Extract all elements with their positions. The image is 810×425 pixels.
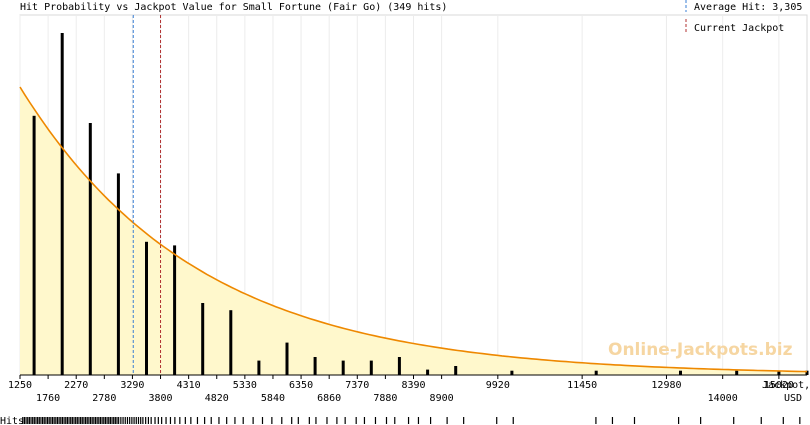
- bar-0: [32, 115, 36, 376]
- x-ticks: [19, 375, 780, 379]
- x-tick-label-row2-4: 5840: [261, 393, 285, 404]
- x-tick-label-row1-10: 12980: [651, 380, 681, 391]
- bar-20: [777, 370, 781, 375]
- bar-4: [145, 241, 148, 375]
- bar-14: [426, 369, 430, 375]
- x-tick-label-row1-4: 5330: [233, 380, 257, 391]
- x-tick-label-row1-5: 6350: [289, 380, 313, 391]
- bar-12: [369, 360, 373, 375]
- x-tick-label-row1-6: 7370: [345, 380, 369, 391]
- x-tick-labels: 1250 2270 3290 4310 5330 6350 7370 8390 9920 1145…: [8, 380, 794, 404]
- bar-6: [201, 303, 205, 375]
- bar-19: [735, 370, 739, 375]
- x-tick-label-row1-7: 8390: [401, 380, 425, 391]
- bar-7: [229, 310, 233, 375]
- bars-group: [32, 33, 809, 376]
- x-tick-label-row2-3: 4820: [205, 393, 229, 404]
- legend-average-label: Average Hit: 3,305: [694, 2, 802, 13]
- bar-2: [88, 123, 92, 375]
- x-tick-label-row1-9: 11450: [567, 380, 597, 391]
- legend: Average Hit: 3,305 Current Jackpot: [685, 0, 802, 34]
- probability-curve: [19, 86, 808, 373]
- bar-15: [454, 366, 458, 375]
- chart-title: Hit Probability vs Jackpot Value for Sma…: [20, 2, 447, 13]
- x-tick-label-row2-7: 8900: [430, 393, 454, 404]
- bar-3: [116, 173, 120, 375]
- x-tick-label-row2-6: 7880: [373, 393, 397, 404]
- x-axis-unit: USD: [784, 393, 802, 404]
- bar-21: [805, 370, 809, 375]
- bar-5: [173, 245, 177, 375]
- x-tick-label-row2-5: 6860: [317, 393, 341, 404]
- bar-17: [594, 370, 598, 375]
- probability-area: [20, 87, 807, 375]
- x-tick-label-row1-1: 2270: [64, 380, 88, 391]
- x-tick-label-row1-0: 1250: [8, 380, 32, 391]
- x-tick-label-row1-3: 4310: [177, 380, 201, 391]
- hits-rug: [22, 417, 801, 424]
- legend-current-label: Current Jackpot: [694, 23, 784, 34]
- x-tick-label-row2-2: 3800: [148, 393, 172, 404]
- bar-10: [313, 357, 317, 375]
- x-axis-label: Jackpot,: [762, 380, 810, 391]
- bar-8: [257, 360, 261, 375]
- x-tick-label-row2-0: 1760: [36, 393, 60, 404]
- x-tick-label-row2-1: 2780: [92, 393, 116, 404]
- x-tick-label-row1-8: 9920: [486, 380, 510, 391]
- x-tick-label-row1-11: 15020: [764, 380, 794, 391]
- bar-9: [285, 342, 289, 375]
- x-tick-label-row1-2: 3290: [120, 380, 144, 391]
- bar-1: [60, 33, 64, 375]
- bar-16: [510, 370, 514, 375]
- hits-label: Hits: [0, 416, 24, 425]
- bar-13: [397, 357, 401, 375]
- x-tick-label-row2-8: 14000: [708, 393, 738, 404]
- bar-11: [341, 360, 345, 375]
- bar-18: [679, 370, 682, 375]
- watermark: Online-Jackpots.biz: [608, 340, 793, 360]
